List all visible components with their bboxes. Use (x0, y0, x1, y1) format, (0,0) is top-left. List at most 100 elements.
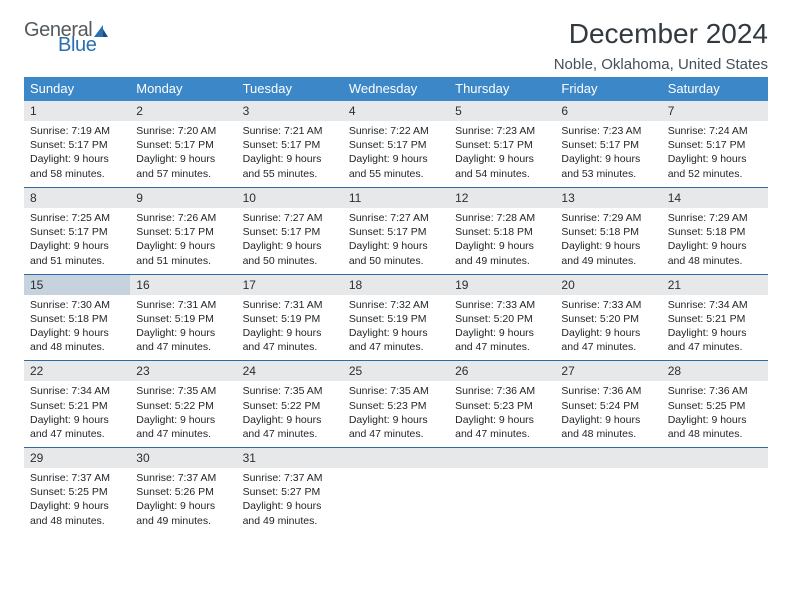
calendar-body: 1Sunrise: 7:19 AMSunset: 5:17 PMDaylight… (24, 101, 768, 534)
day-detail: Sunrise: 7:35 AMSunset: 5:23 PMDaylight:… (343, 381, 449, 447)
calendar-cell: 1Sunrise: 7:19 AMSunset: 5:17 PMDaylight… (24, 101, 130, 187)
calendar-cell: 25Sunrise: 7:35 AMSunset: 5:23 PMDayligh… (343, 360, 449, 447)
day-detail: Sunrise: 7:34 AMSunset: 5:21 PMDaylight:… (662, 295, 768, 361)
day-detail: Sunrise: 7:22 AMSunset: 5:17 PMDaylight:… (343, 121, 449, 187)
day-detail: Sunrise: 7:36 AMSunset: 5:23 PMDaylight:… (449, 381, 555, 447)
calendar-cell: 12Sunrise: 7:28 AMSunset: 5:18 PMDayligh… (449, 187, 555, 274)
day-number-bar: 7 (662, 101, 768, 121)
brand-logo: General Blue (24, 22, 109, 54)
day-number-bar: 2 (130, 101, 236, 121)
calendar-table: SundayMondayTuesdayWednesdayThursdayFrid… (24, 77, 768, 534)
empty-day-bar (662, 447, 768, 468)
day-number-bar: 10 (237, 187, 343, 208)
calendar-row: 15Sunrise: 7:30 AMSunset: 5:18 PMDayligh… (24, 274, 768, 361)
day-number-bar: 22 (24, 360, 130, 381)
day-detail: Sunrise: 7:36 AMSunset: 5:25 PMDaylight:… (662, 381, 768, 447)
day-detail: Sunrise: 7:35 AMSunset: 5:22 PMDaylight:… (130, 381, 236, 447)
calendar-cell: 3Sunrise: 7:21 AMSunset: 5:17 PMDaylight… (237, 101, 343, 187)
weekday-header-cell: Tuesday (237, 77, 343, 101)
calendar-cell: 29Sunrise: 7:37 AMSunset: 5:25 PMDayligh… (24, 447, 130, 534)
calendar-cell (555, 447, 661, 534)
calendar-row: 29Sunrise: 7:37 AMSunset: 5:25 PMDayligh… (24, 447, 768, 534)
day-number-bar: 21 (662, 274, 768, 295)
calendar-cell: 20Sunrise: 7:33 AMSunset: 5:20 PMDayligh… (555, 274, 661, 361)
day-detail: Sunrise: 7:24 AMSunset: 5:17 PMDaylight:… (662, 121, 768, 187)
day-detail: Sunrise: 7:37 AMSunset: 5:25 PMDaylight:… (24, 468, 130, 534)
day-detail: Sunrise: 7:25 AMSunset: 5:17 PMDaylight:… (24, 208, 130, 274)
calendar-cell: 11Sunrise: 7:27 AMSunset: 5:17 PMDayligh… (343, 187, 449, 274)
calendar-cell: 10Sunrise: 7:27 AMSunset: 5:17 PMDayligh… (237, 187, 343, 274)
calendar-cell: 13Sunrise: 7:29 AMSunset: 5:18 PMDayligh… (555, 187, 661, 274)
calendar-cell (343, 447, 449, 534)
day-number-bar: 13 (555, 187, 661, 208)
day-number-bar: 1 (24, 101, 130, 121)
empty-day-body (555, 468, 661, 528)
day-detail: Sunrise: 7:29 AMSunset: 5:18 PMDaylight:… (555, 208, 661, 274)
day-number-bar: 3 (237, 101, 343, 121)
calendar-cell: 6Sunrise: 7:23 AMSunset: 5:17 PMDaylight… (555, 101, 661, 187)
weekday-header-cell: Sunday (24, 77, 130, 101)
location-line: Noble, Oklahoma, United States (554, 56, 768, 73)
day-detail: Sunrise: 7:31 AMSunset: 5:19 PMDaylight:… (130, 295, 236, 361)
day-detail: Sunrise: 7:30 AMSunset: 5:18 PMDaylight:… (24, 295, 130, 361)
calendar-cell: 5Sunrise: 7:23 AMSunset: 5:17 PMDaylight… (449, 101, 555, 187)
calendar-cell: 24Sunrise: 7:35 AMSunset: 5:22 PMDayligh… (237, 360, 343, 447)
calendar-cell: 15Sunrise: 7:30 AMSunset: 5:18 PMDayligh… (24, 274, 130, 361)
calendar-cell: 18Sunrise: 7:32 AMSunset: 5:19 PMDayligh… (343, 274, 449, 361)
day-detail: Sunrise: 7:27 AMSunset: 5:17 PMDaylight:… (237, 208, 343, 274)
calendar-cell: 22Sunrise: 7:34 AMSunset: 5:21 PMDayligh… (24, 360, 130, 447)
calendar-cell: 14Sunrise: 7:29 AMSunset: 5:18 PMDayligh… (662, 187, 768, 274)
day-detail: Sunrise: 7:20 AMSunset: 5:17 PMDaylight:… (130, 121, 236, 187)
page-header: General Blue December 2024 Noble, Oklaho… (24, 18, 768, 73)
calendar-cell: 17Sunrise: 7:31 AMSunset: 5:19 PMDayligh… (237, 274, 343, 361)
calendar-cell: 23Sunrise: 7:35 AMSunset: 5:22 PMDayligh… (130, 360, 236, 447)
empty-day-bar (449, 447, 555, 468)
day-number-bar: 5 (449, 101, 555, 121)
day-number-bar: 28 (662, 360, 768, 381)
empty-day-body (662, 468, 768, 528)
weekday-header-cell: Thursday (449, 77, 555, 101)
day-detail: Sunrise: 7:29 AMSunset: 5:18 PMDaylight:… (662, 208, 768, 274)
day-detail: Sunrise: 7:31 AMSunset: 5:19 PMDaylight:… (237, 295, 343, 361)
day-number-bar: 18 (343, 274, 449, 295)
day-number-bar: 11 (343, 187, 449, 208)
month-title: December 2024 (554, 18, 768, 50)
calendar-weekday-header: SundayMondayTuesdayWednesdayThursdayFrid… (24, 77, 768, 101)
day-number-bar: 15 (24, 274, 130, 295)
weekday-header-cell: Saturday (662, 77, 768, 101)
day-detail: Sunrise: 7:26 AMSunset: 5:17 PMDaylight:… (130, 208, 236, 274)
title-block: December 2024 Noble, Oklahoma, United St… (554, 18, 768, 73)
calendar-cell: 9Sunrise: 7:26 AMSunset: 5:17 PMDaylight… (130, 187, 236, 274)
calendar-row: 22Sunrise: 7:34 AMSunset: 5:21 PMDayligh… (24, 360, 768, 447)
empty-day-body (449, 468, 555, 528)
calendar-cell: 19Sunrise: 7:33 AMSunset: 5:20 PMDayligh… (449, 274, 555, 361)
day-detail: Sunrise: 7:23 AMSunset: 5:17 PMDaylight:… (449, 121, 555, 187)
day-number-bar: 16 (130, 274, 236, 295)
empty-day-body (343, 468, 449, 528)
calendar-cell: 27Sunrise: 7:36 AMSunset: 5:24 PMDayligh… (555, 360, 661, 447)
day-detail: Sunrise: 7:19 AMSunset: 5:17 PMDaylight:… (24, 121, 130, 187)
day-detail: Sunrise: 7:34 AMSunset: 5:21 PMDaylight:… (24, 381, 130, 447)
day-detail: Sunrise: 7:27 AMSunset: 5:17 PMDaylight:… (343, 208, 449, 274)
day-detail: Sunrise: 7:32 AMSunset: 5:19 PMDaylight:… (343, 295, 449, 361)
calendar-row: 8Sunrise: 7:25 AMSunset: 5:17 PMDaylight… (24, 187, 768, 274)
day-number-bar: 23 (130, 360, 236, 381)
calendar-cell: 26Sunrise: 7:36 AMSunset: 5:23 PMDayligh… (449, 360, 555, 447)
calendar-cell: 30Sunrise: 7:37 AMSunset: 5:26 PMDayligh… (130, 447, 236, 534)
day-number-bar: 14 (662, 187, 768, 208)
logo-text: General Blue (24, 22, 109, 54)
day-number-bar: 17 (237, 274, 343, 295)
weekday-header-cell: Monday (130, 77, 236, 101)
calendar-cell: 2Sunrise: 7:20 AMSunset: 5:17 PMDaylight… (130, 101, 236, 187)
day-number-bar: 26 (449, 360, 555, 381)
day-number-bar: 24 (237, 360, 343, 381)
calendar-row: 1Sunrise: 7:19 AMSunset: 5:17 PMDaylight… (24, 101, 768, 187)
calendar-cell (449, 447, 555, 534)
day-detail: Sunrise: 7:28 AMSunset: 5:18 PMDaylight:… (449, 208, 555, 274)
day-detail: Sunrise: 7:35 AMSunset: 5:22 PMDaylight:… (237, 381, 343, 447)
calendar-cell: 4Sunrise: 7:22 AMSunset: 5:17 PMDaylight… (343, 101, 449, 187)
day-detail: Sunrise: 7:36 AMSunset: 5:24 PMDaylight:… (555, 381, 661, 447)
day-detail: Sunrise: 7:23 AMSunset: 5:17 PMDaylight:… (555, 121, 661, 187)
calendar-cell: 7Sunrise: 7:24 AMSunset: 5:17 PMDaylight… (662, 101, 768, 187)
calendar-cell: 28Sunrise: 7:36 AMSunset: 5:25 PMDayligh… (662, 360, 768, 447)
